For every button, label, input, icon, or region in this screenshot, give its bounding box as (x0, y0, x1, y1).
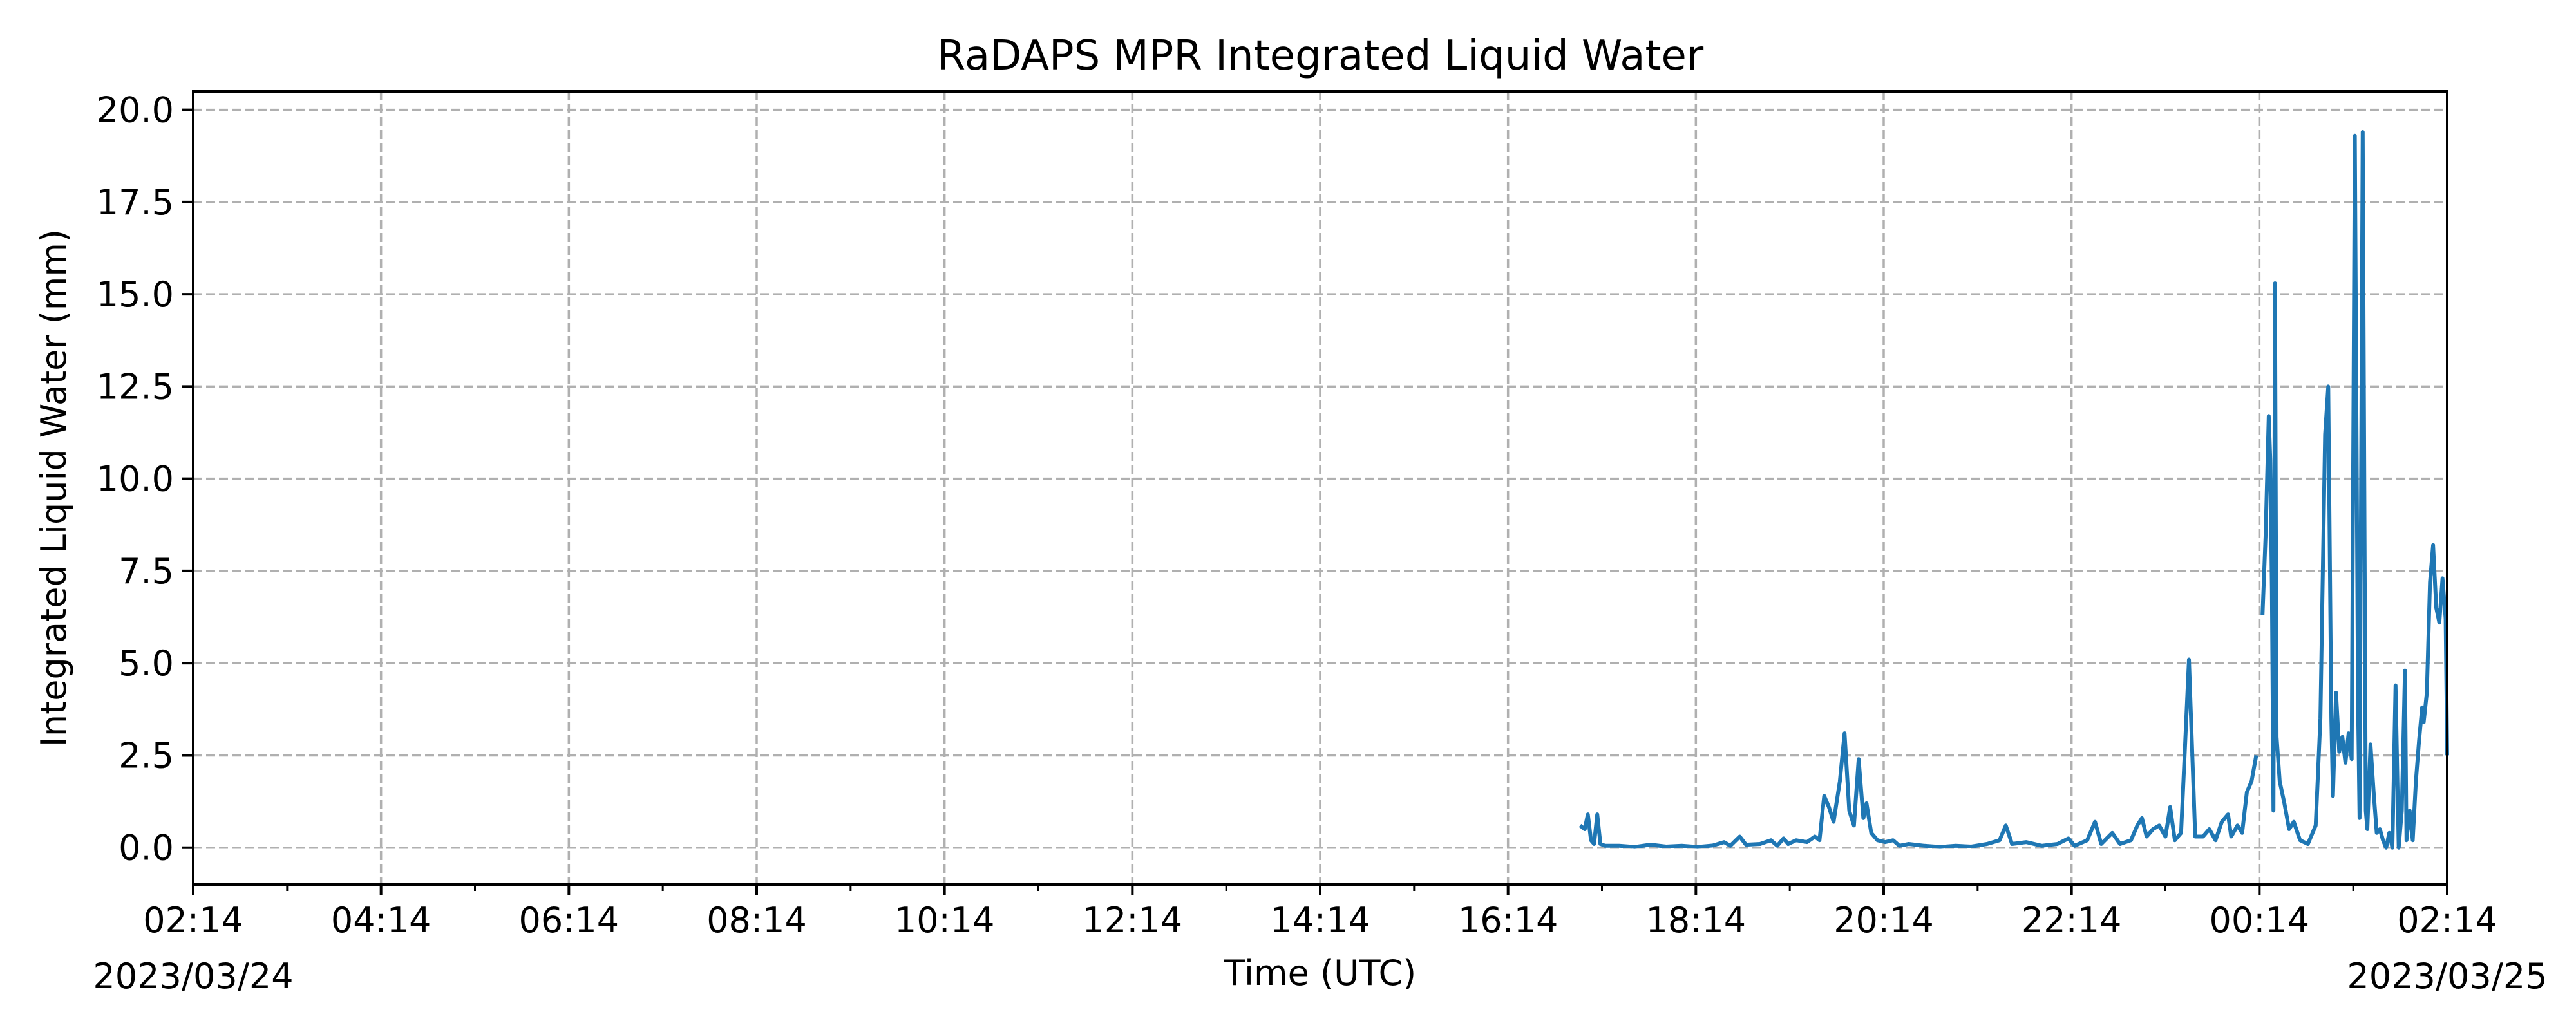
x-tick-label: 02:14 (2397, 900, 2497, 941)
x-tick-label: 10:14 (895, 900, 995, 941)
x-tick-label: 12:14 (1083, 900, 1183, 941)
x-tick-label: 22:14 (2022, 900, 2122, 941)
series-line (1578, 657, 2259, 849)
y-axis: 0.0 2.5 5.0 7.5 10.0 12.5 15.0 17.5 20.0 (97, 90, 193, 868)
y-tick-label: 17.5 (97, 182, 174, 223)
x-tick-label: 20:14 (1833, 900, 1934, 941)
y-tick-label: 5.0 (118, 643, 174, 684)
series-line (2260, 130, 2449, 850)
y-tick-label: 12.5 (97, 366, 174, 407)
y-axis-label: Integrated Liquid Water (mm) (33, 229, 74, 747)
x-tick-label: 00:14 (2210, 900, 2310, 941)
x-tick-label: 04:14 (331, 900, 431, 941)
x-tick-label: 08:14 (706, 900, 807, 941)
y-tick-label: 15.0 (97, 274, 174, 315)
x-date-label-start: 2023/03/24 (93, 956, 293, 997)
x-tick-label: 16:14 (1458, 900, 1558, 941)
series-layer (1578, 130, 2449, 850)
y-tick-label: 0.0 (118, 828, 174, 868)
y-tick-label: 20.0 (97, 90, 174, 131)
x-tick-label: 02:14 (143, 900, 243, 941)
x-axis-label: Time (UTC) (1224, 953, 1417, 993)
chart-title: RaDAPS MPR Integrated Liquid Water (937, 32, 1704, 80)
y-tick-label: 2.5 (118, 735, 174, 776)
y-tick-label: 10.0 (97, 459, 174, 500)
x-tick-label: 14:14 (1270, 900, 1370, 941)
x-tick-label: 18:14 (1646, 900, 1747, 941)
x-date-label-end: 2023/03/25 (2347, 956, 2547, 997)
y-tick-label: 7.5 (118, 551, 174, 592)
x-tick-label: 06:14 (519, 900, 620, 941)
grid (193, 91, 2447, 885)
x-axis: 02:14 04:14 06:14 08:14 10:14 12:14 14:14 16:14… (143, 885, 2497, 941)
